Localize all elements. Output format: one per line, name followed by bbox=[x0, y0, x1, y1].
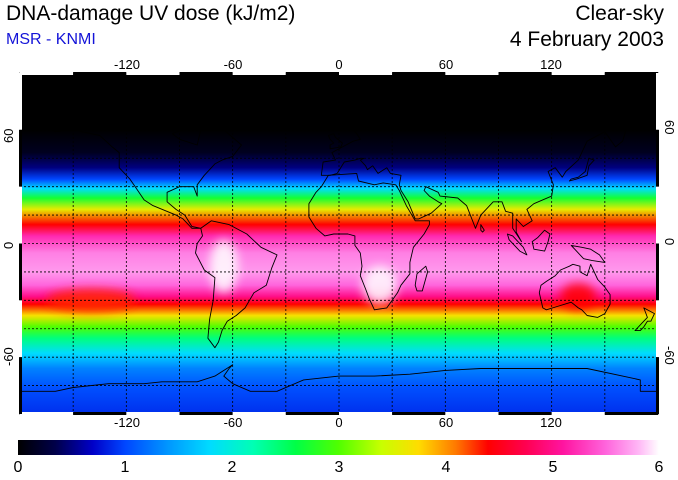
frame-tick-left bbox=[19, 243, 22, 301]
frame-tick-right bbox=[656, 129, 659, 187]
frame-tick-left bbox=[19, 300, 22, 358]
coastline-madagascar bbox=[414, 265, 429, 292]
frame-tick-bottom bbox=[179, 412, 233, 415]
frame-tick-top bbox=[498, 72, 552, 75]
frame-tick-top bbox=[179, 72, 233, 75]
colorbar-label: 5 bbox=[548, 459, 558, 476]
lat-label-left: 0 bbox=[1, 241, 16, 249]
coastline-borneo bbox=[531, 229, 551, 252]
frame-tick-bottom bbox=[604, 412, 658, 415]
coastline-south-america bbox=[195, 220, 278, 349]
lat-label-right: 60 bbox=[662, 120, 677, 135]
chart-title: DNA-damage UV dose (kJ/m2) bbox=[6, 2, 296, 25]
coastline-great-britain bbox=[327, 133, 343, 150]
frame-tick-bottom bbox=[339, 412, 393, 415]
hotspot-australia-high bbox=[560, 283, 596, 310]
hotspot-andes-high bbox=[209, 239, 238, 293]
frame-tick-top bbox=[392, 72, 446, 75]
lat-label-right: -60 bbox=[662, 346, 677, 365]
frame-tick-top bbox=[285, 72, 339, 75]
frame-tick-top bbox=[604, 72, 658, 75]
lon-label-bottom: 60 bbox=[438, 415, 454, 430]
lon-label-top: -60 bbox=[223, 57, 243, 72]
coastline-japan bbox=[568, 157, 595, 182]
hotspot-east-pacific-high bbox=[46, 288, 136, 312]
colorbar-label: 6 bbox=[654, 459, 664, 476]
date-label: 4 February 2003 bbox=[509, 28, 664, 51]
coastline-new-zealand bbox=[634, 307, 655, 332]
frame-tick-top bbox=[126, 72, 180, 75]
coastline-sumatra bbox=[506, 233, 528, 256]
lon-label-top: 0 bbox=[335, 57, 343, 72]
coastline-north-america bbox=[40, 108, 242, 229]
lon-label-bottom: -60 bbox=[223, 415, 243, 430]
colorbar-label: 0 bbox=[13, 459, 23, 476]
frame-tick-bottom bbox=[73, 412, 127, 415]
colorbar-label: 3 bbox=[334, 459, 344, 476]
frame-tick-left bbox=[19, 73, 22, 130]
frame-tick-right bbox=[656, 357, 659, 414]
coastline-sri-lanka bbox=[480, 224, 485, 233]
dose-hotspots bbox=[46, 239, 596, 312]
lon-label-top: 120 bbox=[540, 57, 562, 72]
lon-label-bottom: 120 bbox=[540, 415, 562, 430]
lon-label-top: 60 bbox=[438, 57, 454, 72]
frame-tick-right bbox=[656, 243, 659, 301]
lon-label-bottom: 0 bbox=[335, 415, 343, 430]
graticule bbox=[20, 73, 658, 414]
frame-tick-top bbox=[551, 72, 605, 75]
frame-tick-bottom bbox=[498, 412, 552, 415]
colorbar-label: 2 bbox=[227, 459, 237, 476]
colorbar-label: 4 bbox=[441, 459, 451, 476]
frame-tick-right bbox=[656, 186, 659, 244]
frame-ticks bbox=[19, 72, 659, 415]
lat-label-right: 0 bbox=[662, 238, 677, 246]
source-label: MSR - KNMI bbox=[6, 31, 96, 48]
frame-tick-top bbox=[20, 72, 74, 75]
frame-tick-bottom bbox=[392, 412, 446, 415]
lat-label-left: -60 bbox=[1, 347, 16, 366]
frame-tick-bottom bbox=[20, 412, 74, 415]
frame-tick-right bbox=[656, 73, 659, 130]
colorbar bbox=[18, 440, 659, 455]
coastline-greenland bbox=[209, 85, 308, 131]
frame-tick-bottom bbox=[285, 412, 339, 415]
frame-tick-top bbox=[232, 72, 286, 75]
colorbar-label: 1 bbox=[120, 459, 130, 476]
frame-tick-left bbox=[19, 186, 22, 244]
coastline-australia bbox=[538, 263, 611, 318]
frame-tick-bottom bbox=[126, 412, 180, 415]
lon-label-bottom: -120 bbox=[113, 415, 141, 430]
frame-tick-bottom bbox=[551, 412, 605, 415]
condition-label: Clear-sky bbox=[575, 2, 664, 25]
frame-tick-top bbox=[339, 72, 393, 75]
frame-tick-left bbox=[19, 129, 22, 187]
frame-tick-top bbox=[445, 72, 499, 75]
lat-label-left: 60 bbox=[1, 128, 16, 143]
frame-tick-bottom bbox=[445, 412, 499, 415]
lon-label-top: -120 bbox=[113, 57, 141, 72]
hotspot-southern-africa-high bbox=[362, 266, 398, 305]
coastline-antarctica bbox=[20, 364, 658, 414]
frame-tick-right bbox=[656, 300, 659, 358]
frame-tick-bottom bbox=[232, 412, 286, 415]
frame-tick-top bbox=[73, 72, 127, 75]
coastline-africa bbox=[308, 172, 430, 311]
frame-tick-left bbox=[19, 357, 22, 414]
coastlines bbox=[20, 85, 658, 414]
coastline-eurasia bbox=[320, 97, 658, 243]
